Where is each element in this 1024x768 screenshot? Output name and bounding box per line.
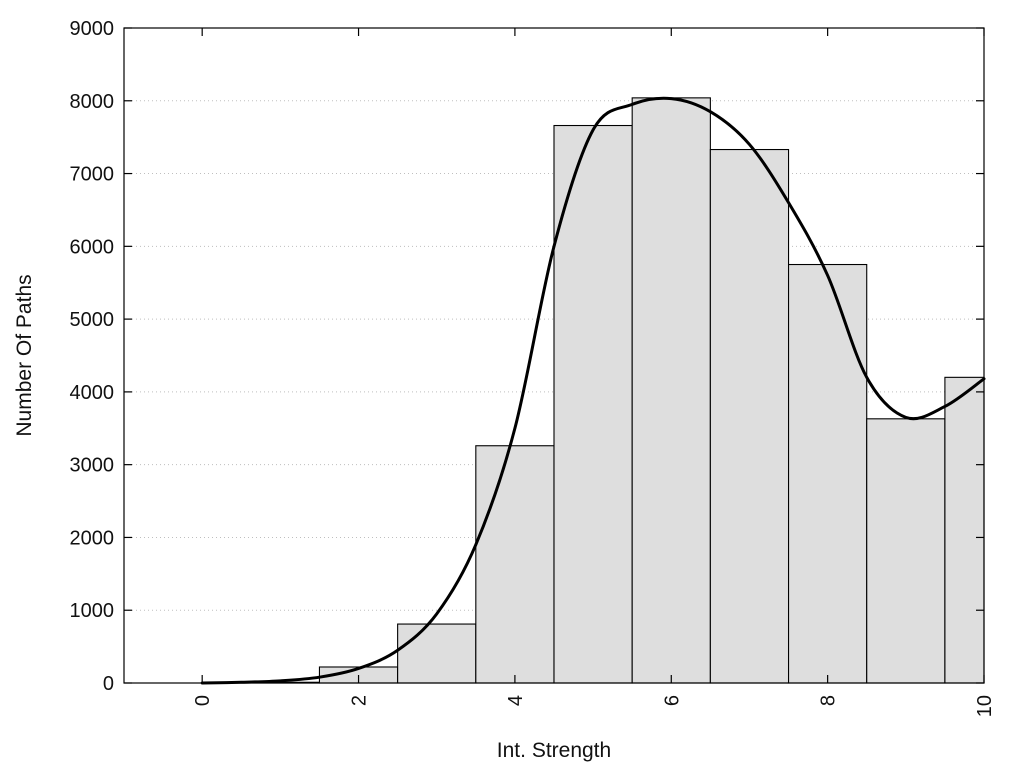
bar	[397, 623, 477, 684]
x-tick-label: 6	[661, 695, 683, 706]
bar	[631, 97, 711, 684]
x-axis-title: Int. Strength	[497, 739, 611, 762]
bar	[553, 124, 633, 684]
y-tick-label: 6000	[70, 236, 115, 258]
bar	[709, 148, 790, 684]
x-tick-label: 0	[192, 695, 214, 706]
x-tick-label: 4	[505, 695, 527, 706]
x-tick-label: 10	[974, 695, 996, 717]
y-tick-label: 7000	[70, 164, 115, 186]
x-tick-label: 2	[349, 695, 371, 706]
y-tick-label: 3000	[70, 455, 115, 477]
smoothed-curve	[200, 96, 986, 685]
bar-series	[240, 97, 985, 684]
bar	[944, 376, 985, 684]
y-tick-label: 2000	[70, 527, 115, 549]
y-tick-label: 9000	[70, 18, 115, 40]
y-tick-label: 1000	[70, 600, 115, 622]
axis-ticks: 0 1000 2000 3000 4000 5000 6000 7000 8000 9000 0 2 4…	[70, 18, 997, 717]
plot-frame	[123, 27, 985, 684]
bar	[475, 445, 555, 684]
y-axis-title: Number Of Paths	[13, 274, 36, 436]
bar	[866, 418, 946, 684]
x-tick-label: 8	[818, 695, 840, 706]
y-tick-label: 5000	[70, 309, 115, 331]
y-tick-label: 0	[103, 673, 114, 695]
y-tick-label: 8000	[70, 91, 115, 113]
bar	[787, 263, 868, 684]
curve-line	[200, 96, 986, 685]
y-tick-label: 4000	[70, 382, 115, 404]
